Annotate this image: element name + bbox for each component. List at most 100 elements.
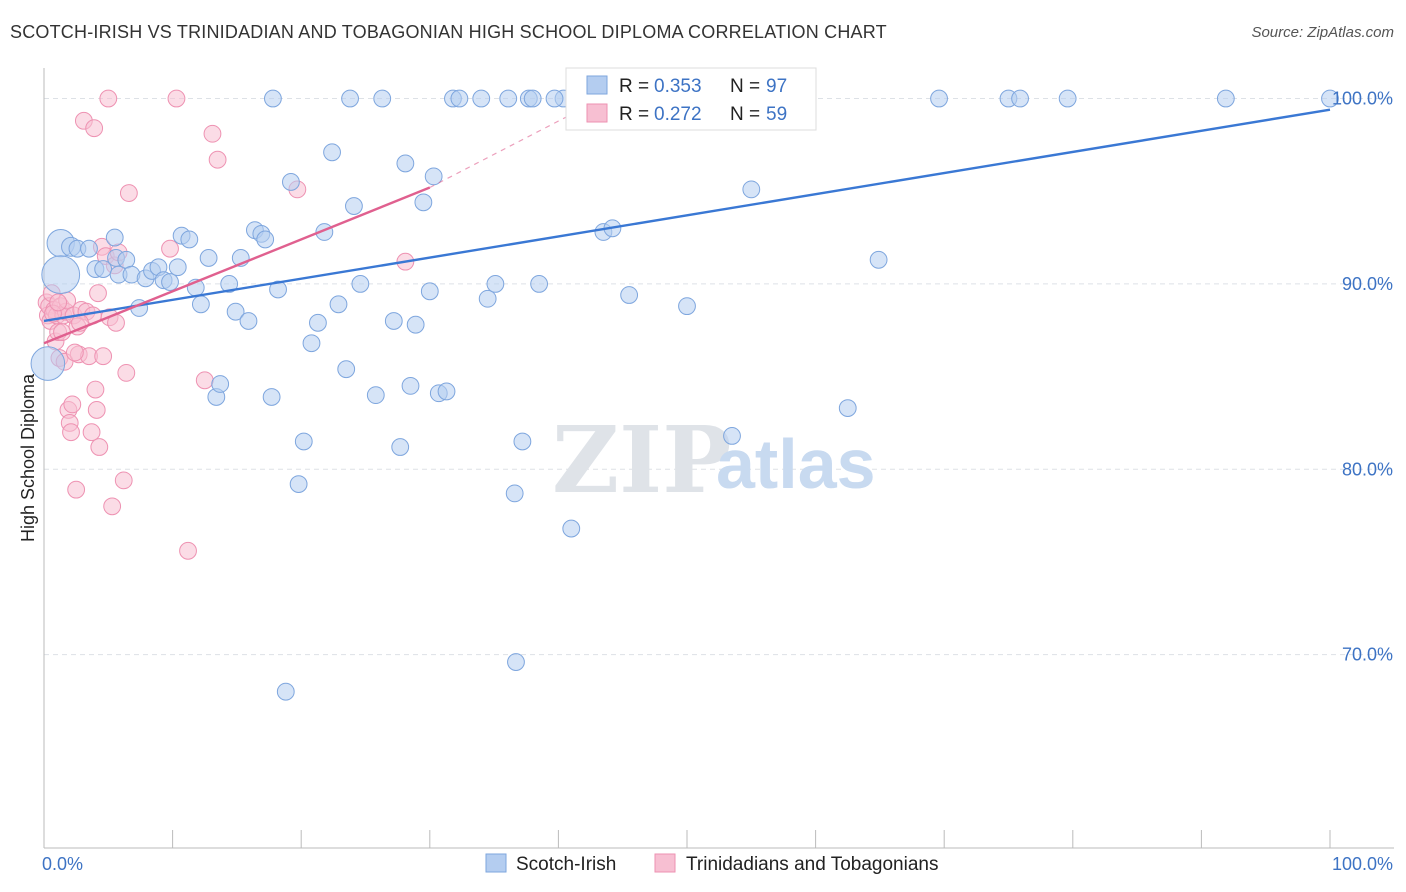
blue-point-57	[424, 167, 443, 186]
legend-bottom-swatch-pink	[654, 853, 676, 873]
legend-series: Scotch-Irish Trinidadians and Tobagonian…	[485, 853, 938, 875]
blue-point-63	[478, 289, 497, 308]
blue-point-49	[373, 89, 392, 108]
blue-point-41	[309, 313, 327, 332]
blue-point-64	[486, 275, 505, 293]
pink-point-43	[117, 363, 136, 382]
blue-point-92	[1321, 89, 1339, 108]
chart-source: Source: ZipAtlas.com	[1251, 24, 1394, 41]
blue-point-79	[678, 297, 696, 316]
legend-bottom-label-pink: Trinidadians and Tobagonians	[686, 854, 938, 875]
blue-point-8	[105, 228, 124, 247]
pink-point-45	[161, 239, 179, 258]
watermark-zip: ZIP	[552, 406, 731, 514]
blue-point-72	[562, 519, 581, 538]
blue-point-35	[269, 280, 287, 299]
blue-point-65	[499, 89, 518, 108]
blue-point-33	[256, 230, 275, 249]
pink-point-27	[82, 423, 101, 442]
y-axis-title: High School Diploma	[18, 373, 38, 542]
blue-point-89	[1011, 89, 1029, 108]
blue-point-51	[391, 438, 410, 456]
pink-trend-line	[43, 186, 431, 345]
legend-stats: R = 0.353 N = 97 R = 0.272 N = 59	[565, 67, 817, 131]
blue-point-1	[41, 255, 81, 295]
blue-point-69	[523, 89, 542, 108]
blue-trend-line	[43, 108, 1331, 323]
legend-r-label-pink: R =	[619, 104, 649, 125]
pink-point-50	[208, 150, 227, 169]
blue-point-87	[930, 89, 948, 108]
blue-point-19	[168, 258, 187, 277]
blue-point-40	[302, 334, 321, 353]
blue-point-94	[545, 89, 564, 108]
legend-n-label-blue: N =	[730, 76, 760, 97]
blue-point-7	[94, 260, 113, 278]
legend-r-value-blue: 0.353	[654, 76, 702, 97]
y-tick-label-0: 70.0%	[1342, 645, 1393, 665]
pink-point-38	[103, 497, 122, 516]
blue-point-39	[294, 432, 313, 451]
pink-point-42	[114, 471, 133, 490]
pink-point-28	[85, 119, 104, 138]
legend-n-label-pink: N =	[730, 104, 760, 125]
chart-title: SCOTCH-IRISH VS TRINIDADIAN AND TOBAGONI…	[10, 22, 887, 42]
blue-point-48	[366, 386, 385, 405]
blue-point-90	[1058, 89, 1077, 108]
blue-point-26	[211, 375, 230, 393]
x-tick-label-0: 0.0%	[42, 854, 83, 874]
blue-point-24	[199, 249, 218, 267]
blue-point-56	[420, 282, 439, 301]
blue-point-47	[351, 275, 370, 293]
blue-point-10	[117, 250, 136, 269]
pink-point-49	[203, 124, 222, 143]
blue-point-36	[276, 682, 295, 701]
blue-point-59	[437, 382, 456, 401]
legend-swatch-pink	[586, 103, 608, 123]
x-tick-label-1: 100.0%	[1332, 854, 1393, 874]
blue-point-46	[345, 197, 363, 215]
y-tick-label-2: 90.0%	[1342, 274, 1393, 294]
blue-point-38	[289, 475, 308, 493]
blue-point-44	[329, 295, 348, 314]
pink-point-48	[195, 371, 214, 390]
tick-label-layer: 70.0% 80.0% 90.0% 100.0% 0.0% 100.0%	[42, 89, 1393, 874]
pink-point-29	[86, 380, 105, 399]
blue-point-27	[220, 275, 239, 293]
blue-point-77	[620, 286, 639, 304]
pink-point-31	[89, 284, 107, 303]
blue-point-34	[262, 388, 281, 406]
legend-n-value-blue: 97	[766, 76, 787, 97]
legend-bottom-swatch-blue	[485, 853, 507, 873]
legend-n-value-pink: 59	[766, 104, 787, 125]
y-tick-label-1: 80.0%	[1342, 459, 1393, 479]
pink-point-20	[67, 480, 86, 499]
pink-point-34	[94, 347, 113, 366]
blue-point-52	[396, 154, 415, 173]
watermark: ZIP atlas	[552, 406, 876, 514]
blue-point-91	[1216, 89, 1235, 108]
series-pink-points	[37, 89, 415, 560]
blue-point-82	[742, 180, 761, 199]
blue-point-43	[323, 143, 341, 162]
axis-layer	[43, 68, 1394, 849]
pink-point-47	[179, 541, 197, 560]
blue-point-86	[869, 250, 888, 269]
y-tick-label-3: 100.0%	[1332, 89, 1393, 109]
legend-r-value-pink: 0.272	[654, 104, 702, 125]
blue-point-37	[282, 173, 300, 191]
blue-point-62	[472, 89, 491, 108]
blue-point-5	[80, 239, 98, 258]
blue-point-96	[264, 89, 282, 108]
legend-bottom-label-blue: Scotch-Irish	[516, 854, 616, 875]
blue-point-23	[191, 295, 210, 314]
blue-point-28	[226, 302, 245, 321]
blue-point-81	[723, 427, 741, 445]
blue-point-93	[507, 653, 525, 671]
blue-point-45	[337, 360, 356, 379]
legend-r-label-blue: R =	[619, 76, 649, 97]
pink-point-46	[167, 89, 186, 108]
pink-point-57	[49, 293, 68, 312]
blue-point-85	[838, 399, 857, 417]
